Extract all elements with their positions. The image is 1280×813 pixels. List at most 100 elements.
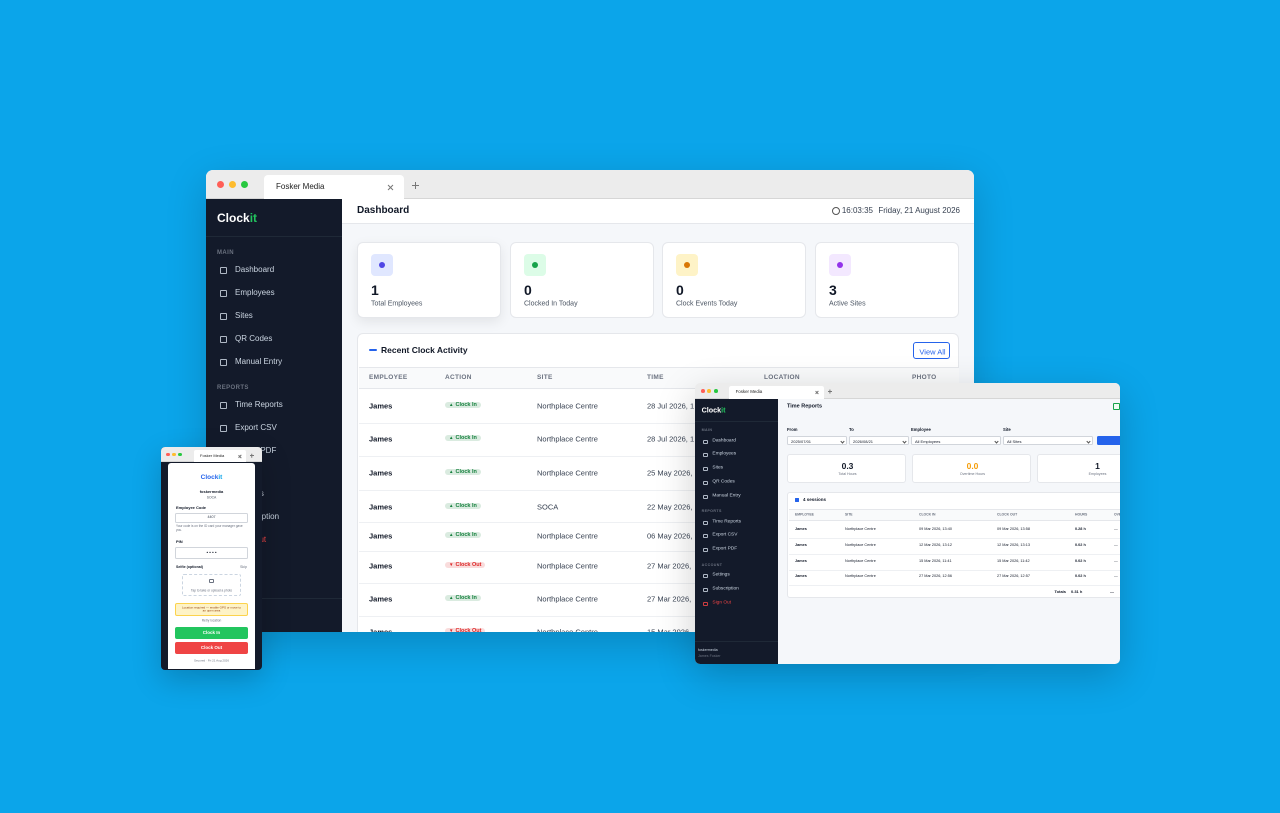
location-warning: Location required — enable GPS or move t… — [181, 604, 242, 613]
row-divider — [359, 422, 959, 424]
badge-label: Clock Out — [455, 561, 482, 568]
filter-value: 2026/08/21 — [853, 438, 874, 444]
badge-arrow: ▲ — [449, 532, 454, 537]
filter-label: Site — [1003, 426, 1011, 432]
badge-arrow: ▲ — [449, 469, 454, 474]
badge-label: Clock In — [455, 468, 477, 475]
window-dot — [713, 389, 718, 393]
nav-item: Export CSV — [712, 532, 738, 538]
filter-value: All Sites — [1007, 438, 1022, 444]
employee: James — [369, 627, 393, 632]
new-tab — [828, 389, 833, 393]
camera-icon — [209, 579, 214, 583]
label: Selfie (optional) — [176, 565, 203, 570]
row-divider — [359, 490, 959, 491]
pin-input[interactable] — [175, 547, 248, 559]
apply-button[interactable] — [1097, 436, 1120, 445]
nav-heading: REPORTS — [217, 385, 249, 391]
filter-label: Employee — [911, 426, 931, 432]
badge-arrow: ▼ — [449, 562, 454, 567]
nav-icon — [220, 401, 227, 409]
action-badge: ▼ Clock Out — [445, 561, 486, 568]
time: 28 Jul 2026, 1 — [647, 434, 695, 444]
site: Northplace Centre — [537, 401, 598, 411]
totals-label: Totals — [1054, 589, 1066, 594]
stat-icon-glyph — [684, 262, 690, 268]
site: Northplace Centre — [537, 434, 598, 444]
column-header: HOURS — [1075, 512, 1088, 517]
cell: 15 Mar 2026, 11:42 — [997, 559, 1030, 564]
badge-label: Clock In — [455, 434, 477, 441]
browser-window: Fosker Media Clockit MAIN Dashboard Employee… — [695, 383, 1120, 664]
nav-icon — [703, 587, 708, 592]
filter-label: From — [787, 426, 798, 432]
filter-label: To — [849, 426, 854, 432]
stat-icon-glyph — [379, 262, 385, 268]
stat-icon-glyph — [532, 262, 538, 268]
clock-out-label: Clock Out — [200, 644, 223, 650]
window-dot — [166, 452, 170, 457]
filter-input[interactable]: 2026/08/21 — [849, 436, 909, 445]
badge-arrow: ▲ — [449, 435, 454, 440]
new-tab — [412, 181, 419, 188]
stat-card: 1 Total Employees — [357, 242, 501, 318]
nav-icon — [703, 480, 708, 486]
badge-label: Clock In — [455, 401, 477, 408]
action-badge: ▲ Clock In — [445, 434, 481, 441]
stat-card: 0 Clock Events Today — [662, 242, 806, 318]
nav-item: Subscription — [712, 586, 739, 592]
column-header: ACTION — [445, 373, 472, 381]
stat-value: 0 — [524, 282, 532, 298]
column-header: LOCATION — [764, 373, 800, 381]
app-screen: Clockit foskermedia SOCA Employee Code 4407 Y… — [168, 463, 255, 669]
filter-input[interactable]: All Sites — [1003, 436, 1093, 445]
view-all-button[interactable]: View All — [913, 342, 950, 359]
stat-value: 1 — [1095, 460, 1100, 471]
new-tab — [250, 453, 254, 457]
stat-value: 0.3 — [841, 460, 854, 471]
cell: Northplace Centre — [845, 543, 876, 548]
time: 22 May 2026, — [647, 502, 693, 512]
badge-label: Clock In — [455, 594, 477, 601]
badge-label: Clock Out — [455, 627, 482, 633]
column-header: OVE — [1114, 512, 1120, 517]
employee: James — [369, 434, 393, 444]
stat-value: 1 — [371, 282, 379, 298]
photo-box[interactable] — [182, 574, 241, 596]
stat-card: 3 Active Sites — [815, 242, 959, 318]
export-icon — [1113, 403, 1120, 410]
column-header: EMPLOYEE — [369, 373, 408, 381]
column-header: TIME — [647, 373, 664, 381]
nav-heading: REPORTS — [701, 509, 722, 514]
column-header: SITE — [537, 373, 553, 381]
logo: Clockit — [217, 212, 257, 224]
stat-label: Overtime Hours — [959, 472, 986, 477]
logo-accent: it — [218, 473, 223, 481]
clock-out-button[interactable]: Clock Out — [175, 642, 248, 654]
code-input[interactable] — [175, 513, 248, 523]
employee: James — [369, 531, 393, 541]
logo-text: Clock — [217, 211, 250, 225]
logo: Clockit — [201, 473, 223, 482]
clock-in-button[interactable]: Clock In — [175, 627, 248, 639]
cell: — — [1114, 559, 1118, 564]
activity-title: Recent Clock Activity — [381, 344, 468, 355]
nav-icon — [703, 520, 708, 525]
filter-input[interactable]: 2025/07/01 — [787, 436, 847, 445]
cell: Northplace Centre — [845, 559, 876, 564]
tab-bar: Fosker Media — [161, 447, 262, 462]
employee: James — [369, 594, 393, 604]
cell: 0.02 h — [1075, 574, 1086, 579]
nav-icon — [703, 601, 708, 606]
nav-item: Manual Entry — [712, 493, 741, 499]
nav-item: Dashboard — [712, 438, 736, 444]
cell: 12 Mar 2026, 13:12 — [919, 543, 952, 548]
employee: James — [369, 561, 393, 571]
cell: 27 Mar 2026, 12:56 — [919, 574, 952, 579]
cell: James — [795, 574, 807, 579]
clock-in-label: Clock In — [202, 629, 221, 635]
employee: James — [369, 401, 393, 411]
filter-value: 2025/07/01 — [791, 438, 812, 444]
nav-heading: ACCOUNT — [701, 563, 723, 567]
filter-input[interactable]: All Employees — [911, 436, 1001, 445]
